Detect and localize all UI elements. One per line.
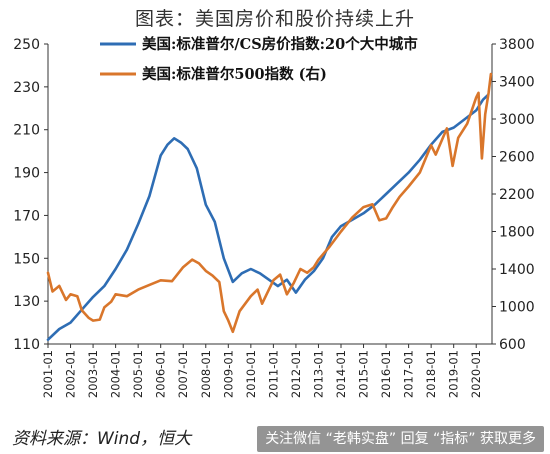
right-tick-label: 1800 bbox=[499, 225, 535, 241]
right-tick-label: 2200 bbox=[499, 187, 535, 203]
x-tick-label: 2013-01 bbox=[311, 350, 325, 398]
x-tick-label: 2010-01 bbox=[244, 350, 258, 398]
watermark-banner: 关注微信 “老韩实盘” 回复 “指标” 获取更多 bbox=[257, 426, 544, 452]
x-tick-label: 2015-01 bbox=[357, 350, 371, 398]
x-tick-label: 2003-01 bbox=[86, 350, 100, 398]
x-tick-label: 2019-01 bbox=[447, 350, 461, 398]
series-line-sp500 bbox=[46, 72, 493, 334]
left-tick-label: 190 bbox=[13, 166, 40, 182]
source-note: 资料来源：Wind，恒大 bbox=[12, 429, 192, 449]
x-tick-label: 2005-01 bbox=[131, 350, 145, 398]
x-tick-label: 2017-01 bbox=[402, 350, 416, 398]
x-tick-label: 2012-01 bbox=[289, 350, 303, 398]
x-tick-label: 2009-01 bbox=[221, 350, 235, 398]
left-tick-label: 210 bbox=[13, 123, 40, 139]
left-tick-label: 150 bbox=[13, 251, 40, 267]
chart-title: 图表：美国房价和股价持续上升 bbox=[134, 8, 415, 30]
right-tick-label: 2600 bbox=[499, 150, 535, 166]
left-tick-label: 230 bbox=[13, 80, 40, 96]
x-tick-label: 2008-01 bbox=[199, 350, 213, 398]
right-tick-label: 600 bbox=[499, 337, 526, 353]
x-tick-label: 2006-01 bbox=[154, 350, 168, 398]
series-line-house-price bbox=[46, 94, 489, 341]
x-tick-label: 2002-01 bbox=[64, 350, 78, 398]
x-tick-label: 2020-01 bbox=[469, 350, 483, 398]
legend-label: 美国:标准普尔/CS房价指数:20个大中城市 bbox=[142, 35, 418, 53]
x-tick-label: 2016-01 bbox=[379, 350, 393, 398]
x-tick-label: 2001-01 bbox=[41, 350, 55, 398]
right-tick-label: 3400 bbox=[499, 75, 535, 91]
left-tick-label: 250 bbox=[13, 37, 40, 53]
legend-label: 美国:标准普尔500指数 (右) bbox=[142, 65, 327, 83]
x-tick-label: 2004-01 bbox=[109, 350, 123, 398]
left-tick-label: 130 bbox=[13, 294, 40, 310]
right-tick-label: 3000 bbox=[499, 112, 535, 128]
x-tick-label: 2007-01 bbox=[176, 350, 190, 398]
x-tick-label: 2014-01 bbox=[334, 350, 348, 398]
x-tick-label: 2011-01 bbox=[266, 350, 280, 398]
left-tick-label: 170 bbox=[13, 208, 40, 224]
right-tick-label: 1000 bbox=[499, 300, 535, 316]
right-tick-label: 3800 bbox=[499, 37, 535, 53]
left-tick-label: 110 bbox=[13, 337, 40, 353]
right-tick-label: 1400 bbox=[499, 262, 535, 278]
x-tick-label: 2018-01 bbox=[424, 350, 438, 398]
